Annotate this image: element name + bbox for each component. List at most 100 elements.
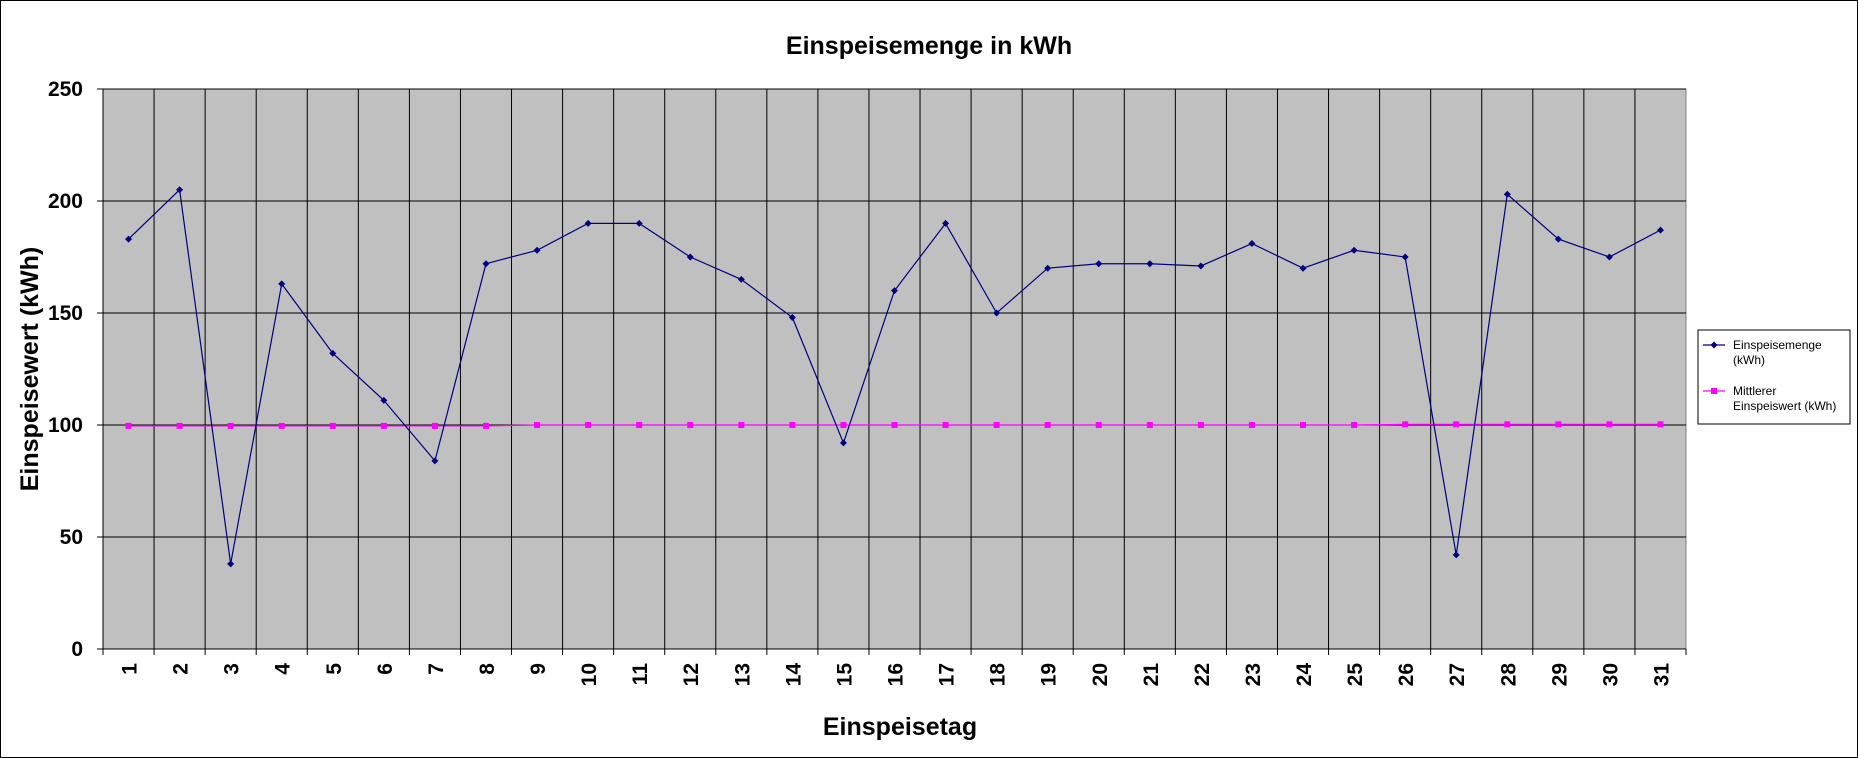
data-point xyxy=(1044,422,1051,428)
x-tick-label: 14 xyxy=(782,663,805,687)
x-tick-label: 30 xyxy=(1599,663,1622,686)
data-point xyxy=(533,246,541,254)
plot-area xyxy=(102,88,1687,650)
data-point xyxy=(125,422,132,429)
data-point xyxy=(839,439,847,447)
x-tick-label: 20 xyxy=(1089,663,1112,686)
x-tick-label: 8 xyxy=(476,663,499,675)
x-axis-title: Einspeisetag xyxy=(823,713,977,741)
x-tick-label: 22 xyxy=(1191,663,1214,686)
data-point xyxy=(380,422,387,429)
legend-label: Mittlerer xyxy=(1733,384,1776,398)
data-point xyxy=(482,422,489,429)
data-point xyxy=(1657,421,1664,428)
y-tick-label: 200 xyxy=(48,190,83,213)
x-tick-label: 18 xyxy=(987,663,1010,687)
data-point xyxy=(278,280,286,288)
x-tick-label: 9 xyxy=(527,663,550,675)
data-point xyxy=(176,186,184,194)
x-tick-label: 26 xyxy=(1395,663,1418,686)
data-point xyxy=(176,422,183,429)
legend-label: Einspeiswert (kWh) xyxy=(1733,399,1836,413)
data-point xyxy=(227,560,235,568)
data-point xyxy=(1095,422,1102,428)
legend-marker xyxy=(1710,341,1718,349)
legend-box xyxy=(1697,329,1851,425)
x-tick-label: 27 xyxy=(1446,663,1469,686)
y-tick-label: 50 xyxy=(60,526,83,549)
data-point xyxy=(278,422,285,429)
data-point xyxy=(993,309,1001,317)
data-point xyxy=(1503,190,1511,198)
data-point xyxy=(1146,422,1153,428)
data-point xyxy=(1146,260,1154,268)
x-tick-label: 25 xyxy=(1344,663,1367,687)
data-point xyxy=(584,219,592,227)
x-tick-label: 4 xyxy=(272,663,295,675)
x-tick-label: 29 xyxy=(1548,663,1571,686)
legend-label: (kWh) xyxy=(1733,353,1765,367)
x-tick-label: 2 xyxy=(170,663,193,675)
data-point xyxy=(891,422,898,428)
series-layer xyxy=(125,186,1664,568)
data-point xyxy=(1606,421,1613,428)
data-point xyxy=(1248,240,1256,248)
data-point xyxy=(1605,253,1613,261)
data-point xyxy=(687,422,694,428)
y-axis-title: Einspeisewert (kWh) xyxy=(16,247,44,492)
series-einspeisemenge xyxy=(125,186,1664,568)
data-point xyxy=(1248,422,1255,428)
data-point xyxy=(1453,421,1460,428)
x-tick-label: 15 xyxy=(833,663,856,687)
data-point xyxy=(431,457,439,465)
data-point xyxy=(1095,260,1103,268)
axes xyxy=(102,89,1686,650)
data-point xyxy=(788,313,796,321)
data-point xyxy=(329,422,336,429)
gridlines xyxy=(103,88,1686,649)
series-mittlerer-einspeiswert xyxy=(125,421,1664,429)
x-tick-label: 13 xyxy=(731,663,754,686)
x-axis-ticks: 1 2 3 4 5 6 7 8 9 10 11 12 13 14 15 16 17 18 19 20 21 22 23 24 2… xyxy=(102,649,1687,687)
data-point xyxy=(329,349,337,357)
data-point xyxy=(227,422,234,429)
legend-label: Einspeisemenge xyxy=(1733,338,1822,352)
legend-marker xyxy=(1711,388,1717,394)
x-tick-label: 16 xyxy=(885,663,908,686)
x-tick-label: 17 xyxy=(936,663,959,686)
data-point xyxy=(942,422,949,428)
data-point xyxy=(534,422,541,428)
data-point xyxy=(1300,422,1307,428)
x-tick-label: 5 xyxy=(323,663,346,675)
y-tick-label: 0 xyxy=(71,638,83,661)
data-point xyxy=(380,396,388,404)
data-point xyxy=(125,235,133,243)
y-tick-label: 150 xyxy=(48,302,83,325)
data-point xyxy=(1350,246,1358,254)
x-tick-label: 21 xyxy=(1140,663,1163,687)
y-axis-ticks: 0 50 100 150 200 250 xyxy=(48,78,103,661)
data-point xyxy=(1504,421,1511,428)
data-point xyxy=(789,422,796,428)
x-tick-label: 6 xyxy=(374,663,397,675)
x-tick-label: 7 xyxy=(425,663,448,675)
x-tick-label: 10 xyxy=(578,663,601,686)
data-point xyxy=(840,422,847,428)
x-tick-label: 12 xyxy=(680,663,703,686)
chart-title: Einspeisemenge in kWh xyxy=(786,32,1072,60)
data-point xyxy=(942,219,950,227)
data-point xyxy=(482,260,490,268)
y-tick-label: 250 xyxy=(48,78,83,101)
data-point xyxy=(636,422,643,428)
data-point xyxy=(1401,253,1409,261)
data-point xyxy=(737,275,745,283)
legend: Einspeisemenge(kWh) MittlererEinspeiswert… xyxy=(1697,329,1851,425)
data-point xyxy=(686,253,694,261)
data-point xyxy=(1402,421,1409,428)
x-tick-label: 19 xyxy=(1038,663,1061,686)
data-point xyxy=(431,422,438,429)
x-tick-label: 23 xyxy=(1242,663,1265,686)
x-tick-label: 3 xyxy=(221,663,244,675)
data-point xyxy=(891,287,898,295)
